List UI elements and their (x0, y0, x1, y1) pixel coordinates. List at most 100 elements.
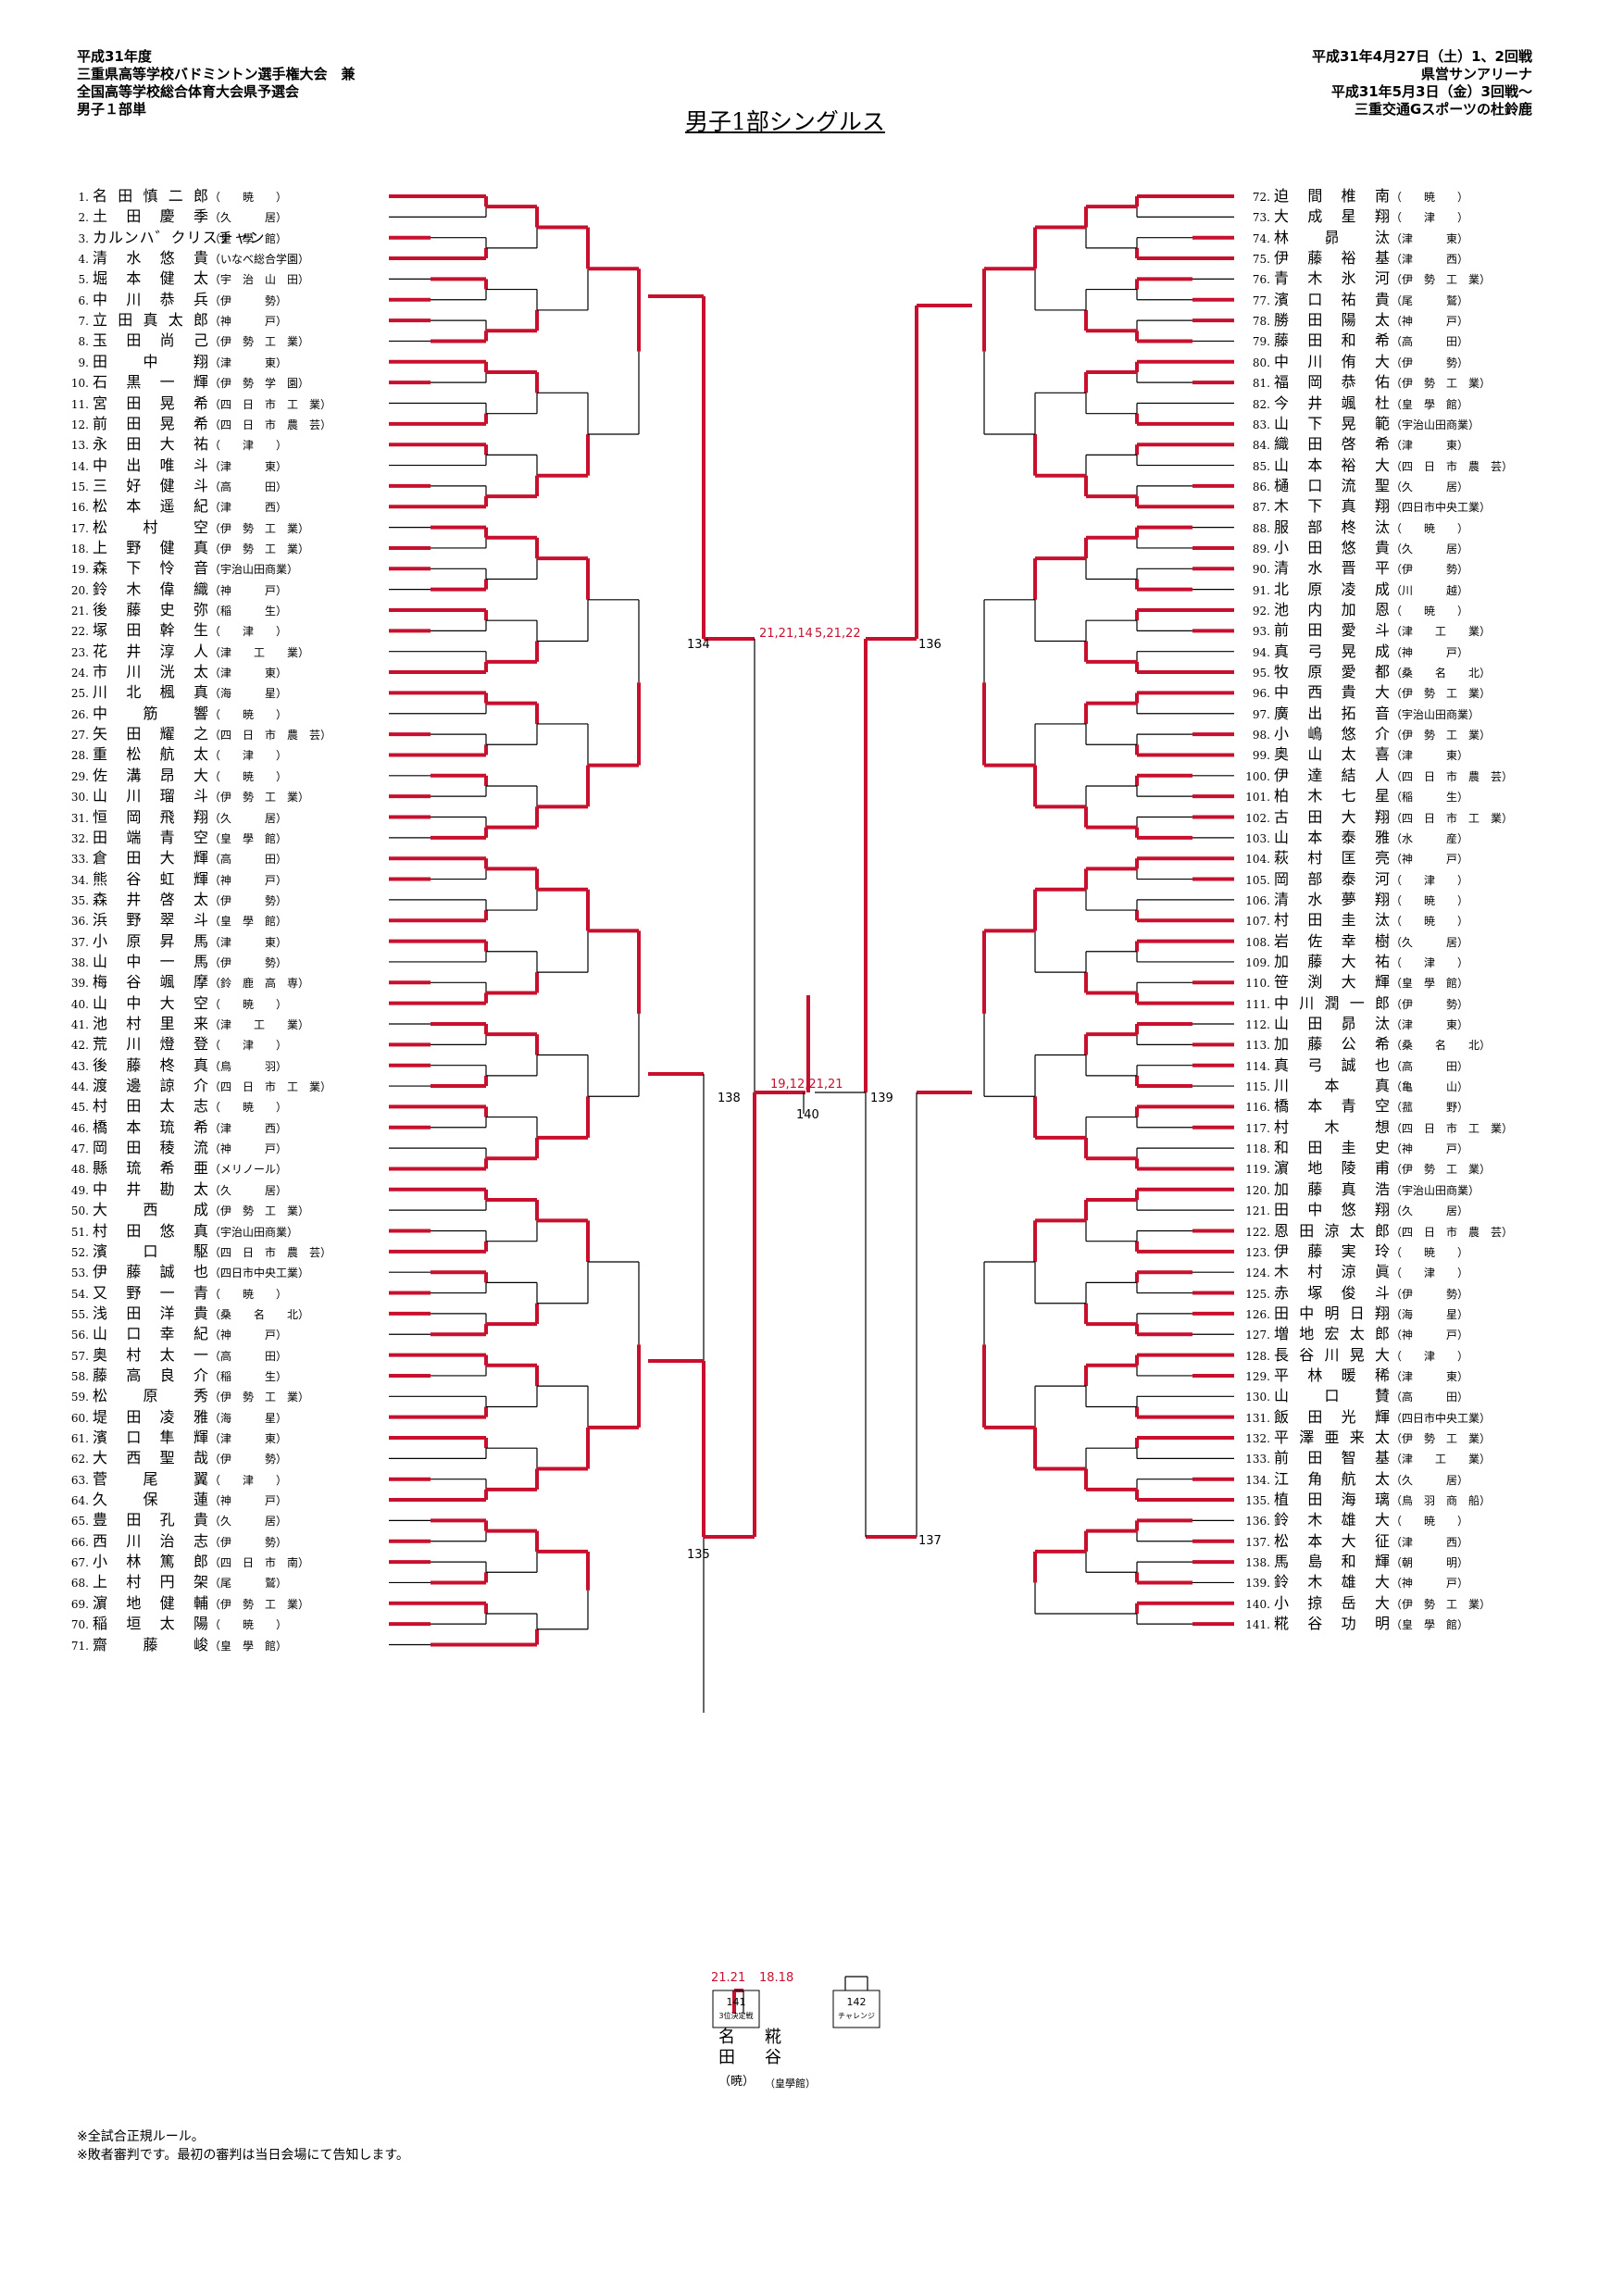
player-entry: 31. 恒岡飛翔（久 居） (46, 807, 348, 828)
player-number: 127. (1245, 1329, 1270, 1342)
player-school: （ 暁 ） (1391, 605, 1469, 618)
winner-left-school: （暁） (718, 2075, 755, 2089)
player-name: 大西聖哉 (93, 1449, 209, 1467)
player-school: （伊 勢） (1391, 356, 1469, 369)
player-name: 後藤柊真 (93, 1055, 209, 1074)
player-entry: 114. 真弓誠也（高 田） (1220, 1055, 1529, 1076)
player-entry: 12. 前田晃希（四 日 市 農 芸） (46, 414, 348, 434)
player-school: （ 暁 ） (1391, 893, 1469, 907)
player-number: 45. (70, 1101, 89, 1115)
player-number: 27. (70, 729, 89, 742)
player-school: （海 星） (209, 687, 288, 701)
player-number: 35. (70, 893, 89, 907)
player-school: （四 日 市 農 芸） (209, 729, 332, 742)
player-school: （久 居） (1391, 935, 1469, 949)
player-entry: 110. 笹渕大輝（皇 學 館） (1220, 972, 1529, 992)
player-number: 119. (1245, 1163, 1270, 1177)
player-name: 加藤真浩 (1274, 1179, 1391, 1198)
player-number: 113. (1245, 1039, 1270, 1053)
player-name: 松本遥紀 (93, 497, 209, 516)
player-number: 75. (1252, 253, 1270, 267)
player-number: 122. (1245, 1225, 1270, 1239)
player-name: 村田太志 (93, 1097, 209, 1116)
player-name: 鈴木偉織 (93, 580, 209, 598)
player-number: 64. (70, 1494, 89, 1508)
player-school: （神 戸） (1391, 645, 1469, 659)
player-entry: 57. 奥村太一（高 田） (46, 1345, 348, 1366)
player-number: 104. (1245, 853, 1270, 867)
player-school: （四日市中央工業） (1391, 501, 1492, 515)
player-number: 47. (70, 1142, 89, 1156)
player-entry: 4. 清水悠貴（いなべ総合学園） (46, 248, 348, 268)
player-school: （神 戸） (209, 1494, 288, 1508)
player-entry: 25. 川北楓真（海 星） (46, 682, 348, 703)
player-number: 90. (1252, 563, 1270, 577)
player-school: （津 西） (209, 501, 288, 515)
player-name: 小掠岳大 (1274, 1593, 1391, 1612)
player-entry: 43. 後藤柊真（鳥 羽） (46, 1055, 348, 1076)
player-name: 清水夢翔 (1274, 890, 1391, 908)
player-name: 清水晋平 (1274, 559, 1391, 578)
player-number: 15. (70, 480, 89, 493)
player-name: 森下怜音 (93, 559, 209, 578)
player-school: （神 戸） (1391, 1142, 1469, 1156)
player-number: 30. (70, 791, 89, 805)
player-number: 46. (70, 1121, 89, 1135)
player-entry: 82. 今井颯杜（皇 學 館） (1220, 393, 1529, 414)
header-left-line: 全国高等学校総合体育大会県予選会 (77, 83, 300, 100)
player-name: 笹渕大輝 (1274, 973, 1391, 992)
player-number: 10. (70, 377, 89, 391)
player-name: 中筋響 (93, 704, 209, 722)
player-school: （稲 生） (209, 605, 288, 618)
player-name: 平澤亜来太 (1274, 1429, 1391, 1446)
footnotes: ※全試合正規ルール。 ※敗者審判です。最初の審判は当日会場にて告知します。 (77, 2128, 409, 2165)
player-entry: 23. 花井淳人（津 工 業） (46, 642, 348, 662)
player-entry: 127. 増地宏太郎（神 戸） (1220, 1324, 1529, 1344)
player-name: 浜野翠斗 (93, 911, 209, 930)
player-entry: 130. 山口賛（高 田） (1220, 1386, 1529, 1406)
player-entry: 39. 梅谷颯摩（鈴 鹿 高 専） (46, 972, 348, 992)
player-school: （伊 勢 工 業） (209, 1391, 310, 1404)
player-number: 117. (1245, 1121, 1270, 1135)
player-number: 98. (1252, 729, 1270, 742)
player-name: 堤田凌雅 (93, 1407, 209, 1426)
player-entry: 124. 木村涼眞（ 津 ） (1220, 1262, 1529, 1282)
player-school: （神 戸） (1391, 1329, 1469, 1342)
player-entry: 67. 小林篤郎（四 日 市 南） (46, 1552, 348, 1572)
player-school: （神 戸） (209, 583, 288, 597)
player-name: 伊藤誠也 (93, 1263, 209, 1281)
player-entry: 61. 濱口隼輝（津 東） (46, 1428, 348, 1448)
player-number: 57. (70, 1349, 89, 1363)
player-entry: 140. 小掠岳大（伊 勢 工 業） (1220, 1593, 1529, 1614)
player-entry: 50. 大西成（伊 勢 工 業） (46, 1200, 348, 1220)
player-school: （四日市中央工業） (209, 1267, 310, 1280)
player-school: （皇 學 館） (209, 915, 288, 929)
player-entry: 68. 上村円架（尾 鷲） (46, 1572, 348, 1592)
player-entry: 5. 堀本健太（宇 治 山 田） (46, 268, 348, 289)
player-school: （四 日 市 農 芸） (209, 1245, 332, 1259)
score-third-right: 18.18 (759, 1971, 793, 1985)
player-school: （伊 勢 工 業） (209, 521, 310, 535)
player-entry: 103. 山本泰雅（水 産） (1220, 828, 1529, 848)
player-entry: 133. 前田智基（津 工 業） (1220, 1448, 1529, 1468)
player-number: 52. (70, 1245, 89, 1259)
player-school: （伊 勢） (1391, 997, 1469, 1011)
player-entry: 134. 江角航太（久 居） (1220, 1469, 1529, 1490)
player-name: 勝田陽太 (1274, 311, 1391, 330)
player-number: 69. (70, 1597, 89, 1611)
player-name: 永田大祐 (93, 435, 209, 454)
player-number: 14. (70, 459, 89, 473)
player-entry: 34. 熊谷虹輝（神 戸） (46, 869, 348, 890)
player-entry: 96. 中西貴大（伊 勢 工 業） (1220, 682, 1529, 703)
player-number: 94. (1252, 645, 1270, 659)
player-school: （ 津 ） (209, 625, 288, 639)
player-name: 川本真 (1274, 1077, 1391, 1095)
player-name: 鈴木雄大 (1274, 1511, 1391, 1529)
player-name: 前田晃希 (93, 414, 209, 432)
player-school: （津 西） (1391, 1535, 1469, 1549)
player-name: 田中悠翔 (1274, 1201, 1391, 1219)
player-school: （メリノール） (209, 1163, 288, 1177)
player-school: （皇 學 館） (1391, 397, 1469, 411)
player-number: 66. (70, 1535, 89, 1549)
player-number: 6. (78, 293, 89, 307)
